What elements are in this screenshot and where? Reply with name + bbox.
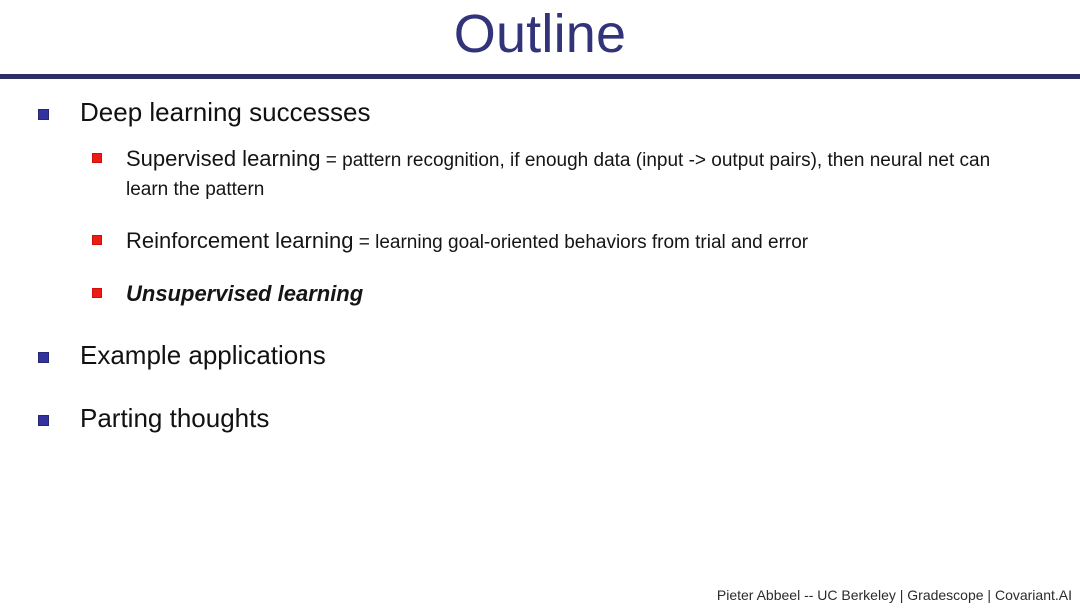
bullet-item-deep-learning-successes: Deep learning successes xyxy=(0,96,1080,128)
square-bullet-icon xyxy=(92,288,102,298)
slide-body: Deep learning successes Supervised learn… xyxy=(0,90,1080,434)
sub-bullet-description: = learning goal-oriented behaviors from … xyxy=(353,232,809,253)
square-bullet-icon xyxy=(38,415,49,426)
sub-bullet-item-unsupervised-learning: Unsupervised learning xyxy=(0,279,1080,310)
sub-bullet-item-supervised-learning: Supervised learning = pattern recognitio… xyxy=(0,144,1080,204)
bullet-label: Deep learning successes xyxy=(80,97,371,127)
bullet-item-example-applications: Example applications xyxy=(0,339,1080,371)
sub-bullet-term: Unsupervised learning xyxy=(126,281,364,306)
sub-bullet-description: = pattern recognition, if enough data (i… xyxy=(126,150,991,200)
bullet-label: Parting thoughts xyxy=(80,403,270,433)
square-bullet-icon xyxy=(92,153,102,163)
bullet-item-parting-thoughts: Parting thoughts xyxy=(0,402,1080,434)
slide-footer: Pieter Abbeel -- UC Berkeley | Gradescop… xyxy=(716,587,1072,603)
square-bullet-icon xyxy=(38,352,49,363)
sub-bullet-list: Supervised learning = pattern recognitio… xyxy=(0,144,1080,310)
square-bullet-icon xyxy=(92,235,102,245)
sub-bullet-term: Supervised learning xyxy=(126,146,321,171)
sub-bullet-term: Reinforcement learning xyxy=(126,228,354,253)
bullet-label: Example applications xyxy=(80,340,326,370)
sub-bullet-item-reinforcement-learning: Reinforcement learning = learning goal-o… xyxy=(0,226,1080,257)
square-bullet-icon xyxy=(38,109,49,120)
page-title: Outline xyxy=(453,4,627,64)
title-divider xyxy=(0,74,1080,79)
